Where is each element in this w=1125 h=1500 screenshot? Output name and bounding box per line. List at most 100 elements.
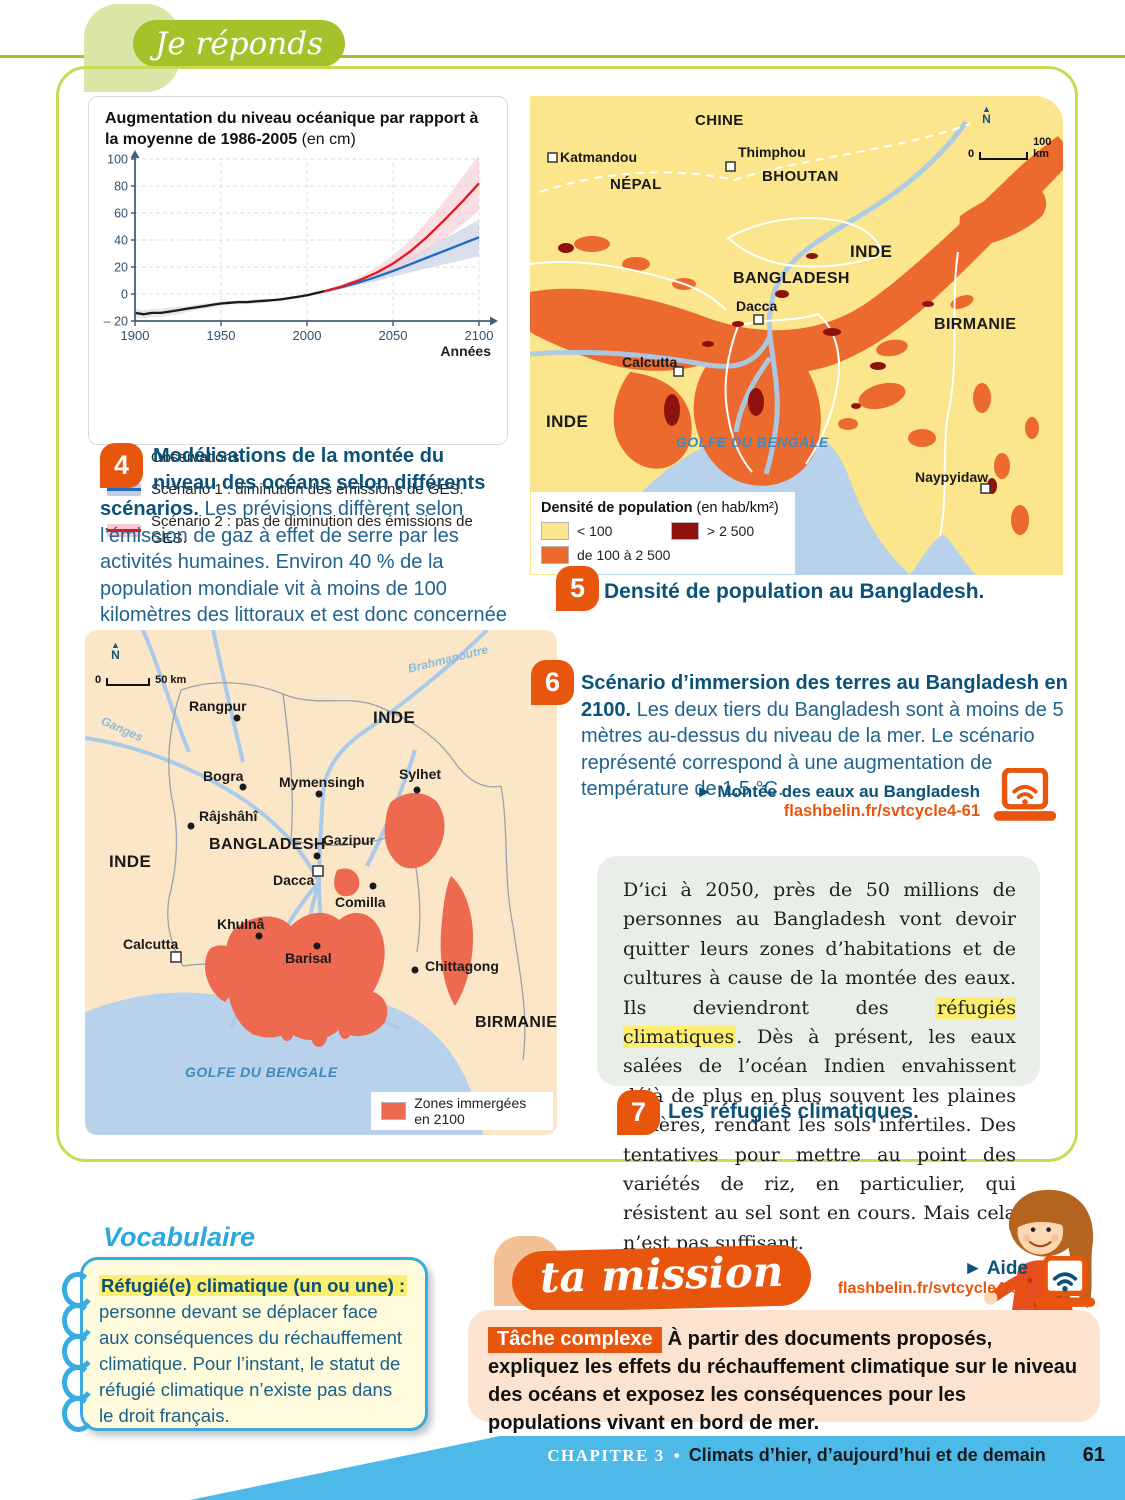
density-legend: Densité de population (en hab/km²) < 100… xyxy=(531,492,795,574)
chart-title-text: Augmentation du niveau océanique par rap… xyxy=(105,110,479,148)
chapter-title: Climats d’hier, d’aujourd’hui et de dema… xyxy=(688,1445,1046,1465)
doc4-number-badge: 4 xyxy=(100,443,143,488)
climate-refugees-text: D’ici à 2050, près de 50 millions de per… xyxy=(597,856,1040,1254)
footer-separator: • xyxy=(673,1446,680,1465)
legend-100-2500: de 100 à 2 500 xyxy=(541,546,671,564)
svg-text:2100: 2100 xyxy=(465,328,494,343)
section-header: Je réponds xyxy=(133,20,345,67)
immersion-map: Brahmapoutre Ganges Rangpur INDE Bogra M… xyxy=(85,630,557,1135)
aide-link: ► Aide flashbelin.fr/svtcycle4-61 xyxy=(828,1258,1028,1298)
svg-text:1900: 1900 xyxy=(121,328,150,343)
country-borders xyxy=(530,123,971,537)
mission-box: Tâche complexe À partir des documents pro… xyxy=(468,1310,1100,1434)
doc7-number-badge: 7 xyxy=(617,1090,660,1135)
label-birmanie: BIRMANIE xyxy=(934,316,1017,333)
header-rule xyxy=(0,55,1125,58)
doc4-title: Modélisations de la montée du niveau des… xyxy=(100,445,486,520)
doc6-weblink: ► Montée des eaux au Bangladesh flashbel… xyxy=(620,782,980,821)
svg-text:80: 80 xyxy=(114,180,128,194)
scale-bar: 0 100 km xyxy=(968,136,1052,160)
page-number: 61 xyxy=(1082,1444,1105,1466)
immersion-zones xyxy=(205,793,473,1047)
label-naypyidaw: Naypyidaw xyxy=(915,469,989,485)
legend-gt2500: > 2 500 xyxy=(671,522,754,540)
doc4-caption: 4 Modélisations de la montée du niveau d… xyxy=(100,443,512,655)
immersion-legend: Zones immergées en 2100 xyxy=(371,1092,553,1130)
doc5-caption: Densité de population au Bangladesh. xyxy=(604,580,985,603)
laptop-wifi-icon[interactable] xyxy=(988,768,1062,824)
legend-item-scenario2: Scénario 2 : pas de diminution des émiss… xyxy=(107,513,507,547)
doc5-number-badge: 5 xyxy=(556,566,599,611)
svg-text:2050: 2050 xyxy=(379,328,408,343)
label-katmandou: Katmandou xyxy=(560,149,637,165)
doc7-caption: Les réfugiés climatiques. xyxy=(668,1100,919,1123)
immersion-map-graphic xyxy=(85,630,557,1135)
swatch-orange xyxy=(541,546,569,564)
north-arrow-icon: ▲ N xyxy=(111,640,120,662)
label-golfe-du-bengale: GOLFE DU BENGALE xyxy=(185,1064,338,1080)
chart-title-unit: (en cm) xyxy=(301,131,356,148)
aide-label[interactable]: ► Aide xyxy=(963,1258,1028,1279)
sea-level-chart-panel: Augmentation du niveau océanique par rap… xyxy=(88,96,508,547)
label-bangladesh: BANGLADESH xyxy=(209,836,326,853)
laptop-wifi-icon[interactable] xyxy=(1030,1256,1100,1310)
weblink-label[interactable]: ► Montée des eaux au Bangladesh xyxy=(695,782,980,801)
chart-plot-area: – 20 0 20 40 60 80 100 1900 1950 2000 2050 2100 xyxy=(95,149,499,345)
svg-text:20: 20 xyxy=(114,261,128,275)
mission-badge: Tâche complexe xyxy=(488,1327,662,1353)
density-map: CHINE Katmandou Thimphou NÉPAL BHOUTAN I… xyxy=(530,96,1063,575)
label-inde-west: INDE xyxy=(109,852,152,871)
svg-text:– 20: – 20 xyxy=(104,315,128,329)
label-dacca: Dacca xyxy=(273,872,315,888)
doc7-text: D’ici à 2050, près de 50 millions de per… xyxy=(623,879,1016,1019)
doc6-caption: Scénario d’immersion des terres au Bangl… xyxy=(581,670,1073,803)
label-mymensingh: Mymensingh xyxy=(279,774,365,790)
label-calcutta: Calcutta xyxy=(123,936,179,952)
chapter-label: CHAPITRE 3 xyxy=(547,1446,665,1465)
scale-bar: 0 50 km xyxy=(95,674,187,686)
aide-url[interactable]: flashbelin.fr/svtcycle4-61 xyxy=(837,1280,1028,1297)
north-arrow-icon: ▲ N xyxy=(982,104,991,126)
svg-text:1950: 1950 xyxy=(207,328,236,343)
svg-text:2000: 2000 xyxy=(293,328,322,343)
city-dots xyxy=(187,714,421,974)
label-chine: CHINE xyxy=(695,112,744,129)
line-chart: – 20 0 20 40 60 80 100 1900 1950 2000 2050 2100 xyxy=(104,150,498,343)
doc6-number-badge: 6 xyxy=(531,660,574,705)
svg-text:40: 40 xyxy=(114,234,128,248)
label-nepal: NÉPAL xyxy=(610,176,662,193)
swatch-yellow xyxy=(541,522,569,540)
label-inde-southwest: INDE xyxy=(546,412,589,431)
label-rangpur: Rangpur xyxy=(189,698,247,714)
doc7-text-after: . Dès à présent, les eaux salées de l’oc… xyxy=(623,1026,1016,1254)
svg-text:0: 0 xyxy=(121,288,128,302)
legend-swatch xyxy=(107,523,141,537)
label-golfe-du-bengale: GOLFE DU BENGALE xyxy=(676,434,829,450)
svg-text:60: 60 xyxy=(114,207,128,221)
mission-text: À partir des documents proposés, expliqu… xyxy=(488,1328,1078,1434)
vocabulary-definition: personne devant se déplacer face aux con… xyxy=(99,1301,403,1426)
weblink-url[interactable]: flashbelin.fr/svtcycle4-61 xyxy=(783,802,980,820)
vocabulary-term: Réfugié(e) climatique (un ou une) : xyxy=(99,1275,408,1296)
admin-borders xyxy=(167,682,526,1061)
label-chittagong: Chittagong xyxy=(425,958,499,974)
legend-lt100: < 100 xyxy=(541,522,671,540)
mission-header: ta mission xyxy=(511,1244,813,1313)
doc6-body: Les deux tiers du Bangladesh sont à moin… xyxy=(581,698,1064,801)
label-thimphou: Thimphou xyxy=(738,144,806,160)
label-barisal: Barisal xyxy=(285,950,332,966)
label-sylhet: Sylhet xyxy=(399,766,442,782)
rivers xyxy=(530,120,969,475)
chart-title: Augmentation du niveau océanique par rap… xyxy=(89,97,507,152)
x-axis-label: Années xyxy=(440,343,491,359)
capital-markers xyxy=(170,865,324,963)
label-bogra: Bogra xyxy=(203,768,244,784)
label-birmanie: BIRMANIE xyxy=(475,1014,557,1031)
label-bhoutan: BHOUTAN xyxy=(762,168,839,185)
label-calcutta: Calcutta xyxy=(622,354,678,370)
content-frame xyxy=(56,66,1078,1162)
mission-title: ta mission xyxy=(539,1246,784,1303)
svg-text:100: 100 xyxy=(107,153,128,167)
city-markers xyxy=(547,152,991,494)
